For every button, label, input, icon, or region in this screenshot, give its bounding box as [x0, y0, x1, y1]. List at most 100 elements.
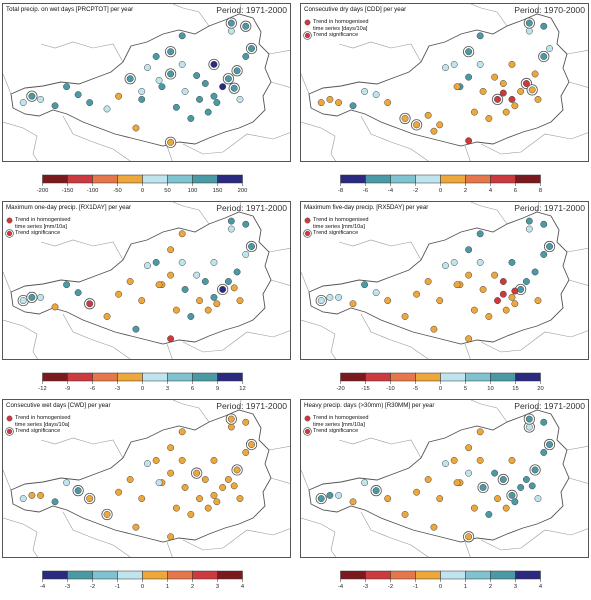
station-marker — [511, 300, 519, 308]
neighbour-border — [301, 121, 337, 161]
station-marker — [528, 482, 536, 490]
station-marker — [132, 325, 140, 333]
neighbour-border — [360, 115, 429, 161]
symbol-legend: Trend in homogenised time series [days/10… — [303, 19, 368, 40]
colorbar-swatches — [42, 570, 243, 582]
colorbar-swatch — [340, 174, 366, 184]
station-marker — [540, 22, 548, 30]
colorbar-swatches — [42, 174, 243, 186]
station-marker — [242, 251, 250, 258]
colorbar-tick-label: 2 — [488, 584, 493, 590]
colorbar-swatch — [192, 372, 218, 382]
station-marker — [491, 469, 499, 477]
colorbar-tick-label: -9 — [64, 386, 71, 392]
station-marker — [525, 217, 533, 225]
station-marker — [204, 108, 212, 116]
station-marker — [508, 258, 516, 266]
colorbar-tick-label: -4 — [387, 188, 394, 194]
colorbar-tick-label: 0 — [140, 386, 145, 392]
station-marker — [187, 115, 195, 122]
station-marker — [450, 60, 458, 68]
colorbar-swatches — [340, 174, 541, 186]
legend-significance-row: Trend significance — [303, 427, 368, 436]
station-marker — [476, 32, 484, 40]
austria-outline — [10, 409, 272, 543]
station-marker — [335, 99, 343, 107]
colorbar-tick-label: 3 — [165, 386, 170, 392]
panel-title: Consecutive dry days [CDD] per year — [304, 6, 407, 13]
station-marker — [213, 498, 221, 506]
station-marker — [442, 262, 449, 270]
colorbar-tick-label: -3 — [362, 584, 369, 590]
colorbar-swatch — [465, 174, 491, 184]
colorbar-swatch — [192, 570, 218, 580]
station-marker — [210, 92, 218, 100]
station-marker — [511, 102, 519, 110]
station-marker — [210, 456, 218, 464]
colorbar-tick-label: 3 — [215, 584, 220, 590]
station-marker — [103, 105, 111, 113]
colorbar-tick-label: -100 — [86, 188, 99, 194]
station-marker — [201, 476, 209, 483]
legend-significance-label: Trend significance — [15, 428, 61, 435]
colorbar: -4 -3 -2 -1 0 1 2 3 4 — [338, 569, 542, 593]
austria-outline — [10, 13, 272, 147]
station-marker — [413, 290, 421, 298]
station-marker — [210, 258, 218, 266]
station-marker — [204, 504, 212, 512]
panel-title: Heavy precip. days (>30mm) [R30MM] per y… — [304, 402, 435, 409]
colorbar-tick-label: -200 — [36, 188, 49, 194]
station-marker — [315, 294, 327, 307]
station-marker — [132, 523, 140, 531]
station-marker — [152, 258, 160, 266]
colorbar-tick-label: -4 — [337, 584, 344, 590]
station-marker — [531, 268, 539, 276]
colorbar-swatch — [415, 570, 441, 580]
station-marker — [349, 102, 357, 110]
station-marker — [158, 83, 166, 91]
station-marker — [155, 281, 163, 289]
station-marker — [178, 60, 186, 68]
station-marker — [511, 498, 519, 506]
station-marker — [523, 17, 535, 29]
station-marker — [144, 262, 151, 270]
station-marker — [499, 278, 507, 285]
station-marker — [361, 281, 369, 289]
map-canvas — [3, 400, 290, 557]
neighbour-border — [182, 528, 290, 551]
neighbour-border — [338, 437, 422, 459]
station-marker — [326, 95, 334, 103]
station-marker — [491, 271, 499, 279]
symbol-legend: Trend in homogenised time series [days/10… — [5, 415, 70, 436]
colorbar-swatch — [365, 372, 391, 382]
colorbar: -20 -15 -10 -5 0 5 10 15 20 — [336, 371, 544, 395]
colorbar-tick-label: 6 — [190, 386, 195, 392]
legend-units-label: time series [days/10a] — [15, 421, 70, 428]
neighbour-border — [301, 271, 310, 293]
station-marker — [227, 423, 235, 431]
symbol-legend: Trend in homogenised time series [mm/10a]… — [303, 217, 369, 238]
station-marker — [349, 498, 357, 506]
station-marker — [502, 108, 510, 116]
colorbar-swatch — [192, 174, 218, 184]
station-marker — [326, 491, 334, 499]
legend-trend-label: Trend in homogenised — [313, 217, 369, 223]
colorbar-tick-label: -1 — [412, 584, 419, 590]
austria-outline — [10, 211, 272, 345]
legend-units-label: time series [mm/10a] — [15, 223, 67, 230]
colorbar-swatch — [465, 372, 491, 382]
neighbour-border — [3, 319, 39, 359]
colorbar-tick-label: -3 — [114, 386, 121, 392]
station-marker — [103, 313, 111, 320]
station-marker — [63, 83, 71, 91]
station-marker — [181, 88, 189, 95]
station-marker — [546, 45, 553, 52]
colorbar: -4 -3 -2 -1 0 1 2 3 4 — [40, 569, 244, 593]
map-canvas — [3, 202, 290, 359]
station-marker — [165, 68, 177, 80]
colorbar-tick-label: -15 — [361, 386, 370, 392]
station-marker — [231, 65, 243, 77]
station-marker — [436, 495, 444, 503]
station-marker — [245, 42, 258, 55]
colorbar-tick-label: 0 — [140, 584, 145, 590]
